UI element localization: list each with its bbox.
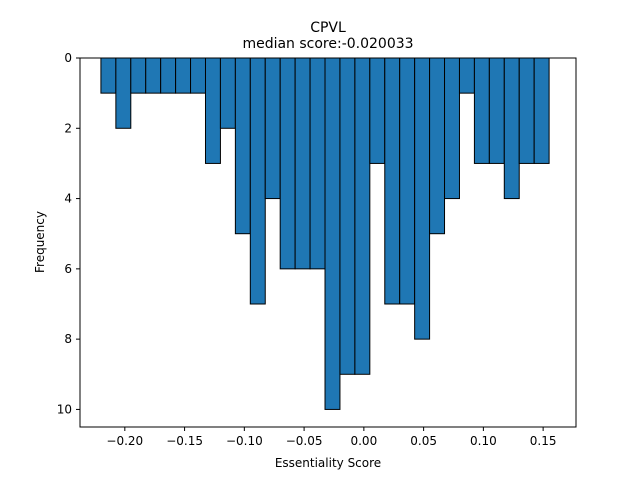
x-tick-label: −0.05 bbox=[286, 434, 323, 448]
histogram-bar bbox=[264, 57, 281, 200]
y-tick-label: 4 bbox=[64, 192, 72, 206]
histogram-bar bbox=[339, 57, 356, 375]
histogram-bar bbox=[503, 57, 520, 200]
histogram-bar bbox=[384, 57, 401, 305]
y-tick-label: 8 bbox=[64, 332, 72, 346]
x-tick-label: −0.20 bbox=[106, 434, 143, 448]
x-tick-label: 0.10 bbox=[470, 434, 497, 448]
x-tick-label: −0.10 bbox=[226, 434, 263, 448]
y-tick-label: 0 bbox=[64, 51, 72, 65]
histogram-bar bbox=[175, 57, 192, 94]
histogram-bar bbox=[458, 57, 475, 94]
histogram-bar bbox=[369, 57, 386, 164]
histogram-bar bbox=[429, 57, 446, 235]
x-tick-label: 0.05 bbox=[410, 434, 437, 448]
y-axis-ticks: 0 2 4 6 8 10 bbox=[57, 51, 80, 416]
histogram-bar bbox=[204, 57, 221, 164]
y-tick-label: 10 bbox=[57, 402, 72, 416]
histogram-bar bbox=[115, 57, 132, 129]
histogram-bar bbox=[145, 57, 162, 94]
histogram-bar bbox=[473, 57, 490, 164]
histogram-bar bbox=[518, 57, 535, 164]
chart-title: CPVL bbox=[310, 20, 346, 36]
histogram-bar bbox=[309, 57, 326, 270]
histogram-bar bbox=[414, 57, 431, 340]
histogram-bar bbox=[279, 57, 296, 270]
x-tick-label: −0.15 bbox=[166, 434, 203, 448]
histogram-bar bbox=[324, 57, 341, 410]
bars-group bbox=[100, 57, 550, 410]
histogram-bar bbox=[294, 57, 311, 270]
histogram-bar bbox=[444, 57, 460, 200]
plot-frame bbox=[79, 57, 577, 428]
y-tick-label: 6 bbox=[64, 262, 72, 276]
x-axis-ticks: −0.20 −0.15 −0.10 −0.05 0.00 0.05 0.10 0.15 bbox=[106, 427, 556, 448]
histogram-bar bbox=[488, 57, 505, 164]
histogram-bar bbox=[160, 57, 177, 94]
histogram-bar bbox=[399, 57, 416, 305]
histogram-bar bbox=[533, 57, 550, 164]
x-tick-label: 0.15 bbox=[530, 434, 557, 448]
histogram-bar bbox=[354, 57, 371, 375]
x-tick-label: 0.00 bbox=[350, 434, 377, 448]
histogram-bar bbox=[249, 57, 266, 305]
histogram-bar bbox=[100, 57, 117, 94]
y-axis-label: Frequency bbox=[33, 211, 47, 273]
y-tick-label: 2 bbox=[64, 121, 72, 135]
histogram-bar bbox=[234, 57, 251, 235]
histogram-bar bbox=[130, 57, 147, 94]
chart-subtitle: median score:-0.020033 bbox=[242, 36, 413, 52]
x-axis-label: Essentiality Score bbox=[275, 456, 381, 470]
histogram-bar bbox=[190, 57, 206, 94]
histogram-bar bbox=[219, 57, 236, 129]
